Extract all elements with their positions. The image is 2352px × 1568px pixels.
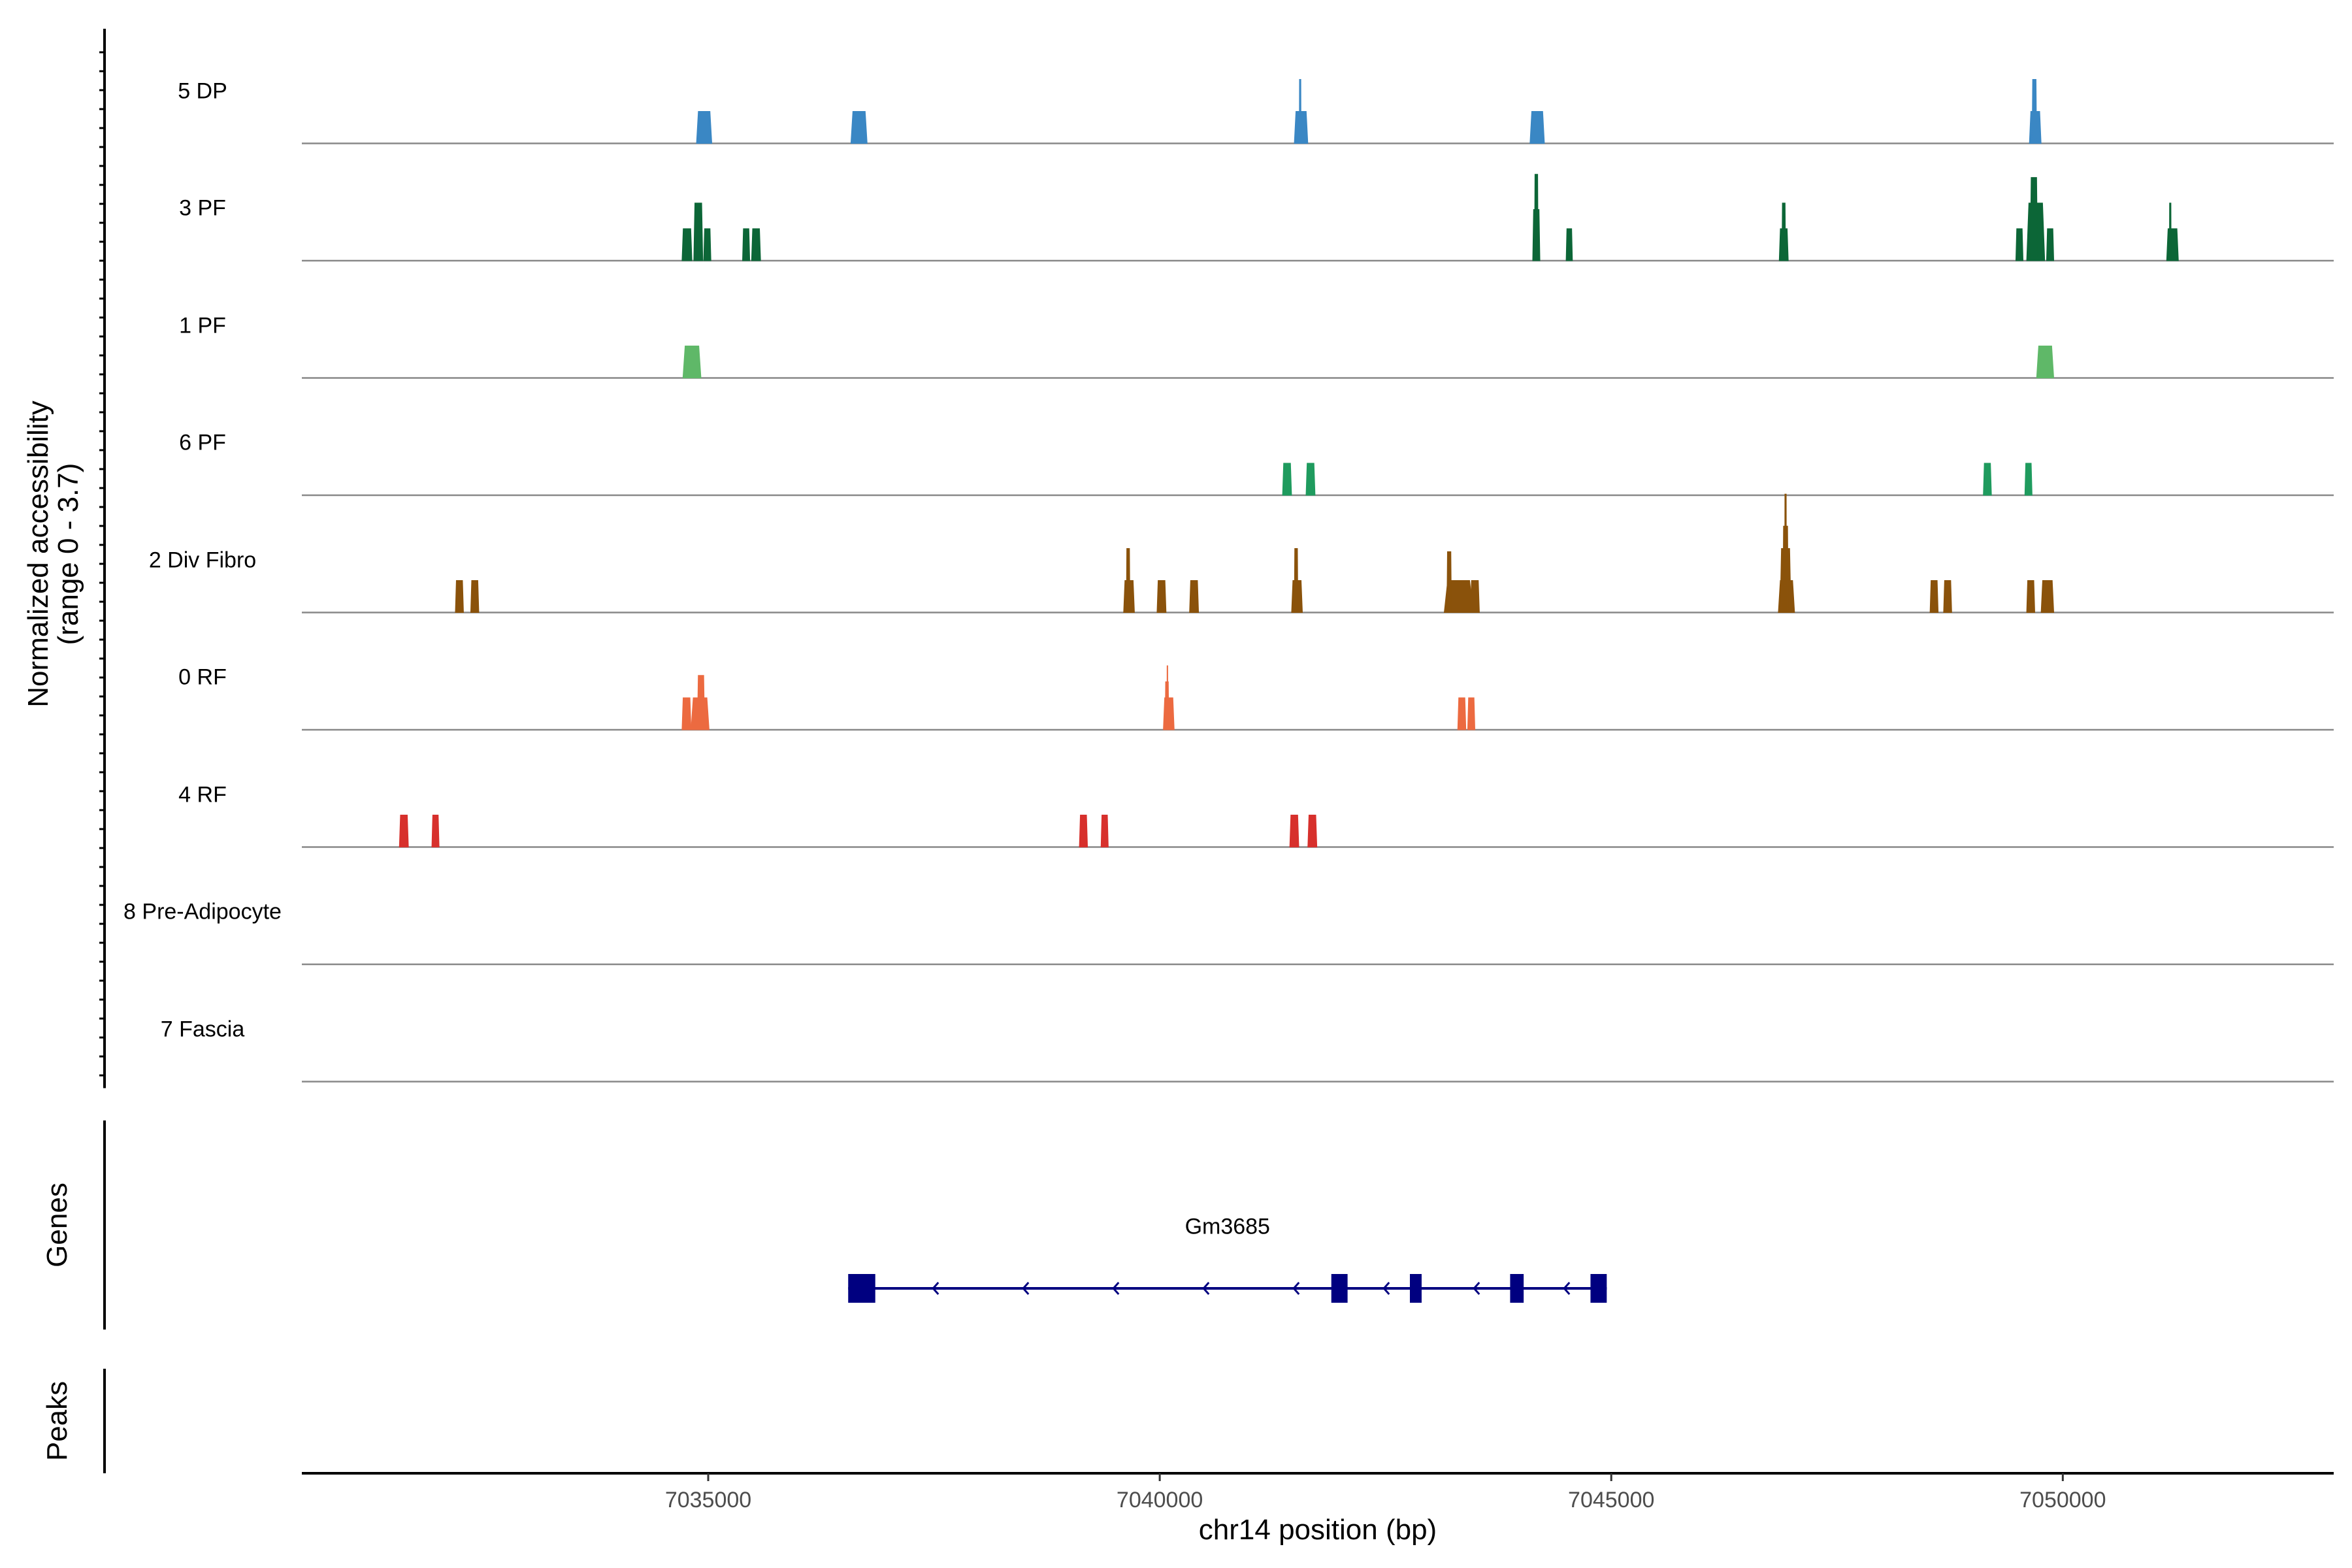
coverage-peak (703, 228, 711, 261)
coverage-peak (2040, 580, 2055, 613)
coverage-peak (696, 675, 705, 730)
coverage-peak (2026, 580, 2035, 613)
track-label: 6 PF (179, 430, 226, 455)
strand-arrow-icon (1292, 1282, 1300, 1295)
coverage-peak (681, 697, 692, 730)
coverage-peak (1457, 697, 1467, 730)
track-label: 1 PF (179, 313, 226, 338)
x-tick-label: 7050000 (2019, 1488, 2106, 1512)
track-label: 2 Div Fibro (148, 547, 257, 572)
coverage-peak (1983, 463, 1992, 496)
coverage-peak (1470, 580, 1480, 613)
x-tick-label: 7045000 (1568, 1488, 1655, 1512)
coverage-peak (2166, 228, 2179, 261)
gene-exon (1590, 1274, 1607, 1303)
gene-exon (1510, 1274, 1524, 1303)
strand-arrow-icon (1473, 1282, 1480, 1295)
strand-arrow-icon (1382, 1282, 1390, 1295)
coverage-peak (1446, 551, 1452, 613)
coverage-peak (1565, 228, 1573, 261)
coverage-peak (1467, 697, 1476, 730)
coverage-peak (1166, 665, 1169, 730)
coverage-peak (455, 580, 464, 613)
coverage-peak (1529, 111, 1545, 144)
coverage-peak (1289, 815, 1299, 847)
coverage-peak (1100, 815, 1109, 847)
coverage-peak (2031, 79, 2037, 144)
coverage-peak (2024, 463, 2033, 496)
coverage-peak (1307, 815, 1318, 847)
coverage-peak (2030, 177, 2038, 261)
gene-exon (1331, 1274, 1348, 1303)
coverage-peak (399, 815, 409, 847)
coverage-peak (1784, 493, 1787, 613)
coverage-peak (1189, 580, 1200, 613)
x-tick-label: 7040000 (1116, 1488, 1203, 1512)
coverage-peak (2036, 346, 2055, 378)
coverage-peak (1299, 79, 1301, 144)
x-axis-title: chr14 position (bp) (1198, 1514, 1437, 1546)
track-label: 5 DP (178, 78, 227, 103)
coverage-peak (696, 111, 713, 144)
coverage-peak (1156, 580, 1167, 613)
coverage-peak (693, 203, 704, 261)
coverage-peak (742, 228, 751, 261)
peaks-panel-title: Peaks (41, 1380, 73, 1462)
track-label: 8 Pre-Adipocyte (123, 899, 282, 924)
strand-arrow-icon (1022, 1282, 1030, 1295)
coverage-peak (1943, 580, 1952, 613)
gene-name-label: Gm3685 (1184, 1214, 1270, 1239)
y-axis-title: Normalized accessibility (range 0 - 3.7) (22, 400, 84, 708)
strand-arrow-icon (1202, 1282, 1210, 1295)
coverage-peak (1282, 463, 1292, 496)
strand-arrow-icon (932, 1282, 939, 1295)
coverage-peak (1929, 580, 1939, 613)
coverage-peak (681, 228, 693, 261)
track-label: 3 PF (179, 195, 226, 221)
coverage-peak (751, 228, 761, 261)
gene-exon (1409, 1274, 1422, 1303)
genes-panel-title: Genes (41, 1183, 73, 1267)
coverage-peak (2168, 203, 2172, 261)
strand-arrow-icon (1112, 1282, 1120, 1295)
coverage-peak (1126, 548, 1131, 613)
coverage-peak (2015, 228, 2024, 261)
track-label: 7 Fascia (160, 1017, 245, 1041)
coverage-peak (682, 346, 702, 378)
track-label: 4 RF (178, 782, 227, 807)
y-axis-title-main: Normalized accessibility (22, 400, 54, 708)
coverage-peak (1079, 815, 1088, 847)
coverage-peak (1305, 463, 1316, 496)
strand-arrow-icon (1563, 1282, 1571, 1295)
coverage-peak (431, 815, 440, 847)
gene-exon (848, 1274, 875, 1303)
track-label: 0 RF (178, 664, 227, 690)
coverage-peak (470, 580, 480, 613)
coverage-peak (1781, 203, 1786, 261)
coverage-peak (850, 111, 868, 144)
coverage-peak (1534, 174, 1539, 261)
coverage-peak (1294, 548, 1299, 613)
y-axis-title-range: (range 0 - 3.7) (52, 463, 84, 645)
coverage-peak (2046, 228, 2055, 261)
x-tick-label: 7035000 (664, 1488, 752, 1512)
